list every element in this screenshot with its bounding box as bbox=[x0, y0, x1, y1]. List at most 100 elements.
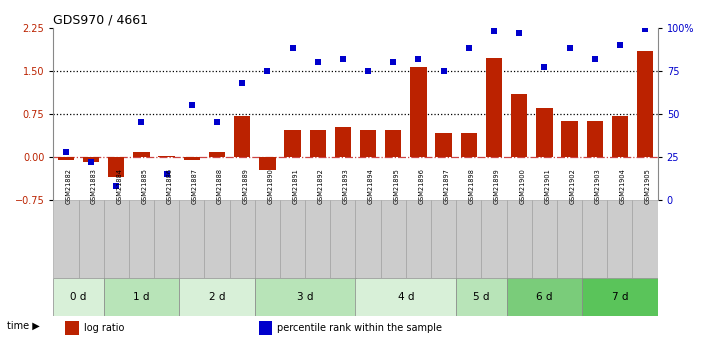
Bar bbox=[58, 157, 74, 160]
Text: GSM21884: GSM21884 bbox=[117, 168, 122, 204]
Text: GSM21897: GSM21897 bbox=[444, 168, 449, 204]
Point bbox=[363, 68, 374, 73]
Text: GSM21892: GSM21892 bbox=[318, 168, 324, 204]
Point bbox=[463, 46, 474, 51]
Bar bbox=[284, 130, 301, 157]
Point bbox=[60, 149, 72, 155]
Text: GSM21888: GSM21888 bbox=[217, 168, 223, 204]
Text: 3 d: 3 d bbox=[297, 292, 314, 302]
Text: GSM21883: GSM21883 bbox=[91, 168, 97, 204]
Bar bbox=[305, 200, 331, 278]
Text: GSM21896: GSM21896 bbox=[419, 168, 424, 204]
Text: GSM21900: GSM21900 bbox=[519, 168, 525, 204]
Bar bbox=[536, 108, 552, 157]
Point bbox=[387, 59, 399, 65]
Bar bbox=[481, 200, 506, 278]
Point bbox=[438, 68, 449, 73]
Text: 4 d: 4 d bbox=[397, 292, 414, 302]
Bar bbox=[260, 157, 276, 170]
Point bbox=[337, 56, 348, 61]
Bar bbox=[633, 200, 658, 278]
Text: GSM21901: GSM21901 bbox=[545, 168, 550, 204]
Bar bbox=[385, 130, 402, 157]
Text: GSM21882: GSM21882 bbox=[66, 168, 72, 204]
Text: GSM21894: GSM21894 bbox=[368, 168, 374, 204]
Point bbox=[136, 120, 147, 125]
Text: GSM21889: GSM21889 bbox=[242, 168, 248, 204]
Point bbox=[564, 46, 575, 51]
Point bbox=[589, 56, 600, 61]
Bar bbox=[179, 278, 255, 316]
Bar bbox=[431, 200, 456, 278]
Point bbox=[161, 171, 172, 177]
Bar bbox=[486, 58, 502, 157]
Bar bbox=[582, 278, 658, 316]
Bar bbox=[582, 200, 607, 278]
Bar bbox=[356, 200, 380, 278]
Text: 1 d: 1 d bbox=[133, 292, 150, 302]
Bar bbox=[380, 200, 406, 278]
Bar bbox=[183, 157, 200, 160]
Bar bbox=[108, 157, 124, 177]
Bar bbox=[65, 321, 79, 335]
Point bbox=[513, 30, 525, 36]
Bar bbox=[104, 200, 129, 278]
Text: GSM21902: GSM21902 bbox=[570, 168, 575, 204]
Text: GSM21886: GSM21886 bbox=[166, 168, 173, 204]
Text: GDS970 / 4661: GDS970 / 4661 bbox=[53, 13, 149, 27]
Point bbox=[111, 184, 122, 189]
Text: GSM21903: GSM21903 bbox=[594, 168, 601, 204]
Text: GSM21885: GSM21885 bbox=[141, 168, 147, 204]
Bar bbox=[53, 200, 78, 278]
Text: log ratio: log ratio bbox=[84, 323, 124, 333]
Point bbox=[312, 59, 324, 65]
Bar bbox=[255, 278, 356, 316]
Text: 0 d: 0 d bbox=[70, 292, 87, 302]
Bar bbox=[456, 200, 481, 278]
Bar bbox=[360, 130, 376, 157]
Bar bbox=[435, 133, 451, 157]
Point bbox=[413, 56, 424, 61]
Text: GSM21893: GSM21893 bbox=[343, 168, 349, 204]
Text: GSM21895: GSM21895 bbox=[393, 168, 400, 204]
Point bbox=[186, 102, 198, 108]
Bar bbox=[557, 200, 582, 278]
Text: GSM21891: GSM21891 bbox=[292, 168, 299, 204]
Point bbox=[85, 159, 97, 165]
Bar bbox=[255, 200, 280, 278]
Bar bbox=[104, 278, 179, 316]
Bar bbox=[532, 200, 557, 278]
Bar bbox=[230, 200, 255, 278]
Bar bbox=[280, 200, 305, 278]
Bar bbox=[506, 200, 532, 278]
Text: GSM21904: GSM21904 bbox=[620, 168, 626, 204]
Bar bbox=[78, 200, 104, 278]
Text: GSM21887: GSM21887 bbox=[192, 168, 198, 204]
Text: GSM21899: GSM21899 bbox=[494, 168, 500, 204]
Text: 2 d: 2 d bbox=[209, 292, 225, 302]
Bar bbox=[335, 127, 351, 157]
Bar bbox=[309, 130, 326, 157]
Text: 6 d: 6 d bbox=[536, 292, 552, 302]
Bar bbox=[506, 278, 582, 316]
Bar bbox=[133, 152, 149, 157]
Text: time ▶: time ▶ bbox=[7, 321, 40, 331]
Text: GSM21905: GSM21905 bbox=[645, 168, 651, 204]
Bar bbox=[83, 157, 100, 161]
Point bbox=[211, 120, 223, 125]
Bar bbox=[53, 278, 104, 316]
Bar bbox=[587, 121, 603, 157]
Point bbox=[539, 65, 550, 70]
Text: GSM21890: GSM21890 bbox=[267, 168, 273, 204]
Text: 7 d: 7 d bbox=[611, 292, 628, 302]
Bar bbox=[461, 133, 477, 157]
Point bbox=[639, 27, 651, 32]
Bar bbox=[406, 200, 431, 278]
Bar bbox=[637, 51, 653, 157]
Text: GSM21898: GSM21898 bbox=[469, 168, 475, 204]
Text: percentile rank within the sample: percentile rank within the sample bbox=[277, 323, 442, 333]
Bar bbox=[410, 67, 427, 157]
Bar bbox=[456, 278, 506, 316]
Bar bbox=[159, 156, 175, 157]
Bar bbox=[209, 152, 225, 157]
